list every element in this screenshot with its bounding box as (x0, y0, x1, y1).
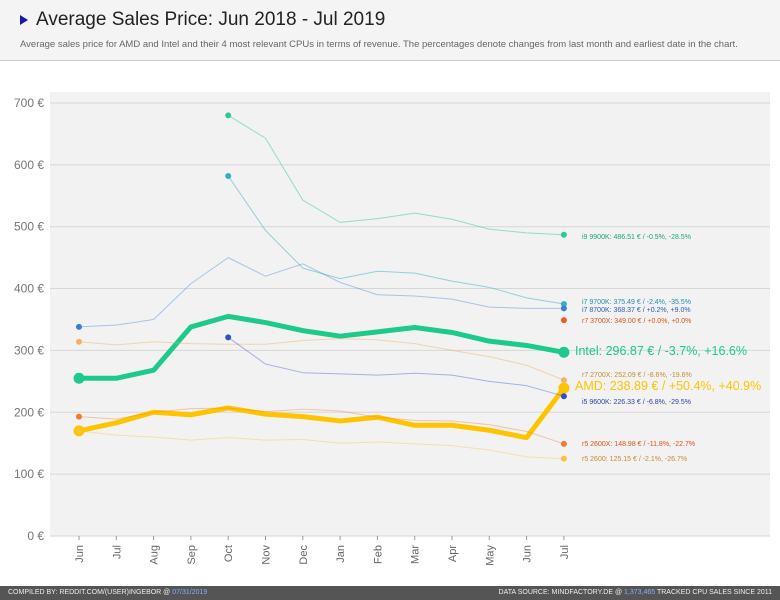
series-start-point (76, 338, 82, 345)
series-line (78, 430, 565, 460)
series-start-point (76, 413, 82, 420)
plot-area (50, 92, 770, 536)
series-line (227, 175, 565, 305)
series-start-point (73, 372, 85, 384)
series-line (76, 385, 567, 441)
series-end-point (560, 231, 567, 238)
series-end-point (560, 440, 567, 447)
x-tick-label: Jun (522, 545, 534, 563)
series-start-point (76, 427, 82, 434)
series-end-point (560, 377, 567, 384)
series-start-point (76, 323, 82, 330)
chart-header: Average Sales Price: Jun 2018 - Jul 2019… (0, 0, 780, 61)
series-start-point (225, 334, 232, 341)
y-tick-label: 0 € (27, 529, 44, 543)
series-end-label: r5 2600X: 148.98 € / -11.8%, -22.7% (582, 441, 695, 448)
y-tick-label: 500 € (14, 220, 44, 234)
series-line (76, 313, 567, 381)
series-end-label: r7 3700X: 349.00 € / +0.0%, +0.0% (582, 318, 691, 325)
footer-source: DATA SOURCE: MINDFACTORY.DE @ 1,373,465 … (498, 589, 772, 596)
x-tick-label: Jul (559, 545, 571, 559)
x-tick-label: Mar (410, 545, 422, 564)
footer-credit: COMPILED BY: REDDIT.COM/(USER)INGEBOR @ … (8, 589, 208, 596)
series-end-label: i5 9600K: 226.33 € / -6.8%, -29.5% (582, 399, 691, 406)
title-triangle-icon (20, 15, 28, 25)
series-start-point (225, 172, 232, 179)
series-end-point (560, 305, 567, 312)
series-line (78, 257, 565, 328)
x-tick-label: Jun (74, 545, 86, 563)
x-tick-label: May (484, 545, 496, 566)
x-tick-label: Apr (447, 545, 459, 562)
y-tick-label: 200 € (14, 405, 44, 419)
x-tick-label: Sep (186, 545, 198, 565)
y-tick-label: 600 € (14, 158, 44, 172)
x-tick-label: Jul (111, 545, 123, 559)
footer-count: 1,373,465 (624, 589, 656, 596)
y-tick-label: 100 € (14, 467, 44, 481)
chart-subtitle: Average sales price for AMD and Intel an… (20, 39, 738, 50)
series-end-point (558, 382, 570, 394)
chart-svg: 0 € 100 € 200 € 300 € 400 € 500 € 600 € 700 € Ju… (14, 92, 770, 566)
series-end-label: r5 2600: 125.15 € / -2.1%, -26.7% (582, 456, 687, 463)
y-tick-label: 400 € (14, 282, 44, 296)
series-end-label: r7 2700X: 252.09 € / -8.6%, -19.6% (582, 372, 692, 379)
series-end-label: Intel: 296.87 € / -3.7%, +16.6% (575, 344, 747, 358)
series-end-point (560, 393, 567, 400)
series-start-point (225, 112, 232, 119)
x-tick-label: Oct (223, 545, 235, 562)
y-tick-label: 300 € (14, 343, 44, 357)
series-end-label: i7 8700K: 368.37 € / +0.2%, +9.0% (582, 307, 691, 314)
x-tick-label: Aug (149, 545, 161, 565)
series-end-label: i7 9700K: 375.49 € / -2.4%, -35.5% (582, 299, 691, 306)
series-end-point (560, 455, 567, 462)
chart-title: Average Sales Price: Jun 2018 - Jul 2019 (36, 9, 386, 30)
x-tick-label: Feb (372, 545, 384, 564)
series-line (227, 114, 565, 236)
series-end-point (560, 301, 567, 308)
y-tick-label: 700 € (14, 96, 44, 110)
series-end-label: i9 9900K: 486.51 € / -0.5%, -28.5% (582, 234, 691, 241)
footer-bar: COMPILED BY: REDDIT.COM/(USER)INGEBOR @ … (0, 586, 780, 600)
series-end-point (558, 346, 570, 358)
series-line (78, 338, 565, 381)
footer-date: 07/31/2019 (172, 589, 208, 596)
x-tick-label: Nov (261, 545, 273, 565)
series-line (78, 407, 565, 445)
series-start-point (560, 317, 567, 324)
series-line (227, 336, 565, 397)
series-end-label: AMD: 238.89 € / +50.4%, +40.9% (575, 379, 761, 393)
x-tick-label: Jan (335, 545, 347, 563)
x-tick-label: Dec (298, 545, 310, 565)
